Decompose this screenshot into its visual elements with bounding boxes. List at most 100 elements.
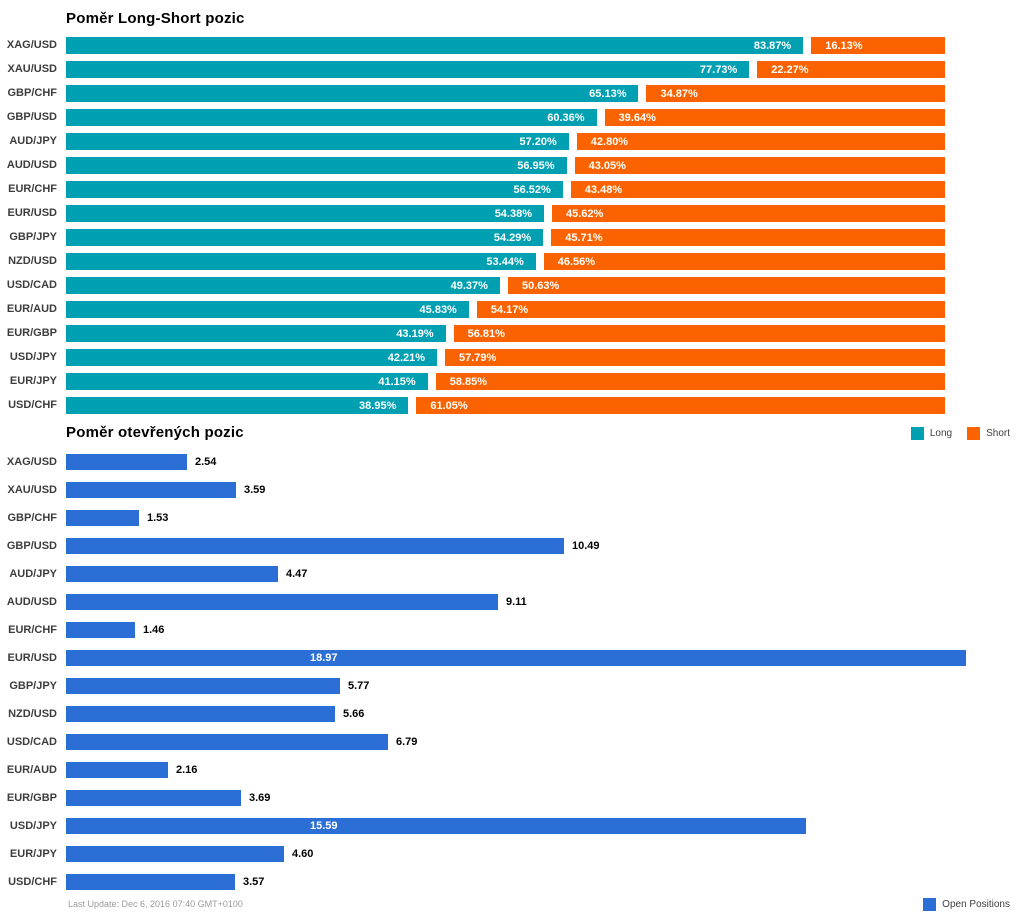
long-bar[interactable]: 43.19%	[66, 325, 446, 342]
short-percent-label: 34.87%	[660, 87, 698, 100]
open-positions-bar[interactable]	[66, 566, 278, 582]
open-positions-bar[interactable]	[66, 594, 498, 610]
legend-swatch-icon	[967, 426, 981, 440]
open-positions-track: 4.60	[66, 846, 1026, 862]
short-bar[interactable]: 45.71%	[551, 229, 945, 246]
open-positions-bar[interactable]	[66, 482, 236, 498]
short-bar[interactable]: 58.85%	[435, 373, 945, 390]
long-bar[interactable]: 42.21%	[66, 349, 438, 366]
open-positions-bar[interactable]	[66, 454, 187, 470]
long-bar[interactable]: 56.52%	[66, 181, 563, 198]
bar-gap	[499, 277, 508, 294]
open-positions-bar[interactable]	[66, 762, 168, 778]
long-bar[interactable]: 77.73%	[66, 61, 750, 78]
value-label: 9.11	[506, 596, 527, 608]
value-label: 10.49	[572, 540, 600, 552]
long-bar[interactable]: 53.44%	[66, 253, 536, 270]
short-percent-label: 45.71%	[565, 231, 603, 244]
short-bar[interactable]: 43.05%	[574, 157, 945, 174]
short-bar[interactable]: 54.17%	[476, 301, 945, 318]
long-percent-label: 60.36%	[547, 111, 585, 124]
bar-gap	[803, 37, 812, 54]
short-bar[interactable]: 45.62%	[552, 205, 945, 222]
open-positions-header: Poměr otevřených pozic Long Short	[0, 424, 1033, 442]
short-percent-label: 45.62%	[566, 207, 604, 220]
long-short-row: EUR/GBP 43.19% 56.81%	[0, 325, 1033, 349]
long-bar[interactable]: 54.29%	[66, 229, 544, 246]
open-positions-track: 10.49	[66, 538, 1026, 554]
open-positions-row: EUR/CHF 1.46	[0, 622, 1033, 650]
open-positions-row: AUD/JPY 4.47	[0, 566, 1033, 594]
open-positions-row: AUD/USD 9.11	[0, 594, 1033, 622]
bar-gap	[544, 205, 552, 222]
short-bar[interactable]: 16.13%	[811, 37, 945, 54]
short-bar[interactable]: 61.05%	[416, 397, 945, 414]
value-label: 3.57	[243, 876, 265, 888]
open-positions-row: USD/CAD 6.79	[0, 734, 1033, 762]
short-bar[interactable]: 56.81%	[453, 325, 945, 342]
legend-label: Open Positions	[942, 898, 1010, 910]
open-positions-bar[interactable]	[66, 734, 388, 750]
long-bar[interactable]: 41.15%	[66, 373, 428, 390]
long-bar[interactable]: 38.95%	[66, 397, 409, 414]
long-bar[interactable]: 65.13%	[66, 85, 639, 102]
last-update-text: Last Update: Dec 6, 2016 07:40 GMT+0100	[68, 899, 243, 909]
legend-item-short[interactable]: Short	[967, 426, 1010, 440]
legend-swatch-icon	[923, 897, 937, 911]
bar-gap	[562, 181, 571, 198]
long-short-row: GBP/JPY 54.29% 45.71%	[0, 229, 1033, 253]
open-positions-bar[interactable]	[66, 678, 340, 694]
long-short-track: 45.83% 54.17%	[66, 301, 945, 318]
short-bar[interactable]: 34.87%	[646, 85, 945, 102]
legend-label: Short	[986, 427, 1010, 439]
open-positions-bar[interactable]	[66, 874, 235, 890]
short-bar[interactable]: 43.48%	[570, 181, 945, 198]
legend-label: Long	[929, 427, 953, 439]
open-positions-bar[interactable]	[66, 510, 139, 526]
short-bar[interactable]: 57.79%	[445, 349, 945, 366]
short-bar[interactable]: 22.27%	[757, 61, 945, 78]
open-positions-bar[interactable]	[66, 706, 335, 722]
open-positions-row: EUR/AUD 2.16	[0, 762, 1033, 790]
open-positions-bar[interactable]	[66, 818, 806, 834]
long-percent-label: 56.95%	[517, 159, 555, 172]
category-label: XAG/USD	[6, 39, 57, 51]
category-label: GBP/JPY	[9, 680, 57, 692]
long-short-track: 38.95% 61.05%	[66, 397, 945, 414]
value-label: 5.77	[348, 680, 370, 692]
value-label: 3.69	[249, 792, 271, 804]
long-bar[interactable]: 45.83%	[66, 301, 469, 318]
short-bar[interactable]: 46.56%	[543, 253, 945, 270]
open-positions-bar[interactable]	[66, 846, 284, 862]
category-label: EUR/CHF	[8, 624, 57, 636]
open-positions-bar[interactable]	[66, 650, 966, 666]
open-positions-row: USD/JPY 15.59	[0, 818, 1033, 846]
long-percent-label: 57.20%	[519, 135, 557, 148]
legend-item-open-positions[interactable]: Open Positions	[923, 897, 1010, 911]
open-positions-track: 5.66	[66, 706, 1026, 722]
long-bar[interactable]: 83.87%	[66, 37, 804, 54]
category-label: USD/CHF	[8, 876, 57, 888]
long-short-row: EUR/CHF 56.52% 43.48%	[0, 181, 1033, 205]
open-positions-row: USD/CHF 3.57	[0, 874, 1033, 902]
category-label: AUD/USD	[6, 596, 57, 608]
open-positions-bar[interactable]	[66, 538, 564, 554]
long-short-track: 56.95% 43.05%	[66, 157, 945, 174]
long-bar[interactable]: 57.20%	[66, 133, 569, 150]
category-label: NZD/USD	[8, 255, 57, 267]
open-positions-bar[interactable]	[66, 622, 135, 638]
category-label: EUR/GBP	[6, 792, 57, 804]
long-bar[interactable]: 54.38%	[66, 205, 544, 222]
long-short-legend: Long Short	[896, 426, 1010, 440]
long-short-track: 54.38% 45.62%	[66, 205, 945, 222]
legend-item-long[interactable]: Long	[910, 426, 953, 440]
long-bar[interactable]: 56.95%	[66, 157, 567, 174]
category-label: USD/CAD	[6, 736, 57, 748]
short-percent-label: 54.17%	[490, 303, 529, 316]
short-bar[interactable]: 50.63%	[507, 277, 945, 294]
short-bar[interactable]: 39.64%	[604, 109, 945, 126]
open-positions-bar[interactable]	[66, 790, 241, 806]
short-bar[interactable]: 42.80%	[576, 133, 945, 150]
long-bar[interactable]: 60.36%	[66, 109, 597, 126]
long-bar[interactable]: 49.37%	[66, 277, 500, 294]
